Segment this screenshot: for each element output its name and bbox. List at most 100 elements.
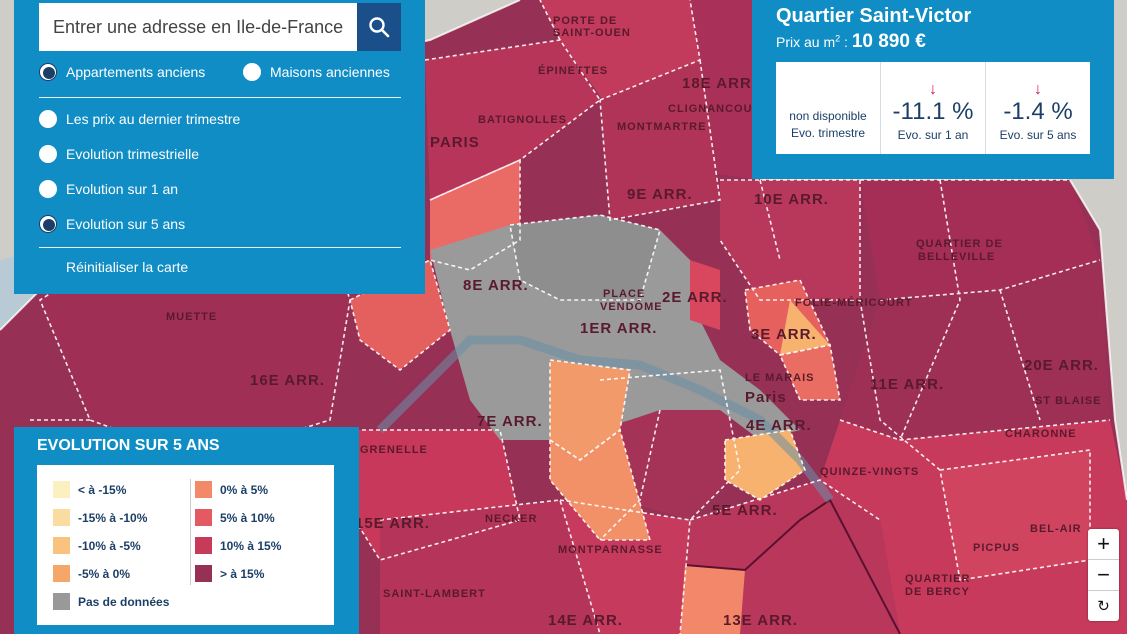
map-label: SAINT-OUEN bbox=[553, 27, 631, 39]
map-label: FOLIE-MÉRICOURT bbox=[795, 296, 913, 309]
radio-evo-trimestrielle[interactable]: Evolution trimestrielle bbox=[39, 145, 199, 163]
map-label: Paris bbox=[745, 389, 787, 406]
radio-evo-5-ans[interactable]: Evolution sur 5 ans bbox=[39, 215, 185, 233]
map-label: BEL-AIR bbox=[1030, 523, 1082, 535]
map-label: CLIGNANCOURT bbox=[668, 103, 769, 115]
district[interactable] bbox=[840, 260, 1110, 440]
search-button[interactable] bbox=[357, 3, 401, 51]
legend-label: -5% à 0% bbox=[78, 566, 131, 581]
map-label: ÉPINETTES bbox=[538, 64, 608, 77]
district[interactable] bbox=[860, 180, 1100, 300]
search-bar bbox=[39, 3, 401, 51]
stat-label: Evo. trimestre bbox=[790, 126, 865, 140]
district[interactable] bbox=[540, 0, 700, 110]
control-panel: Appartements anciens Maisons anciennes L… bbox=[14, 0, 425, 294]
radio-appartements[interactable]: Appartements anciens bbox=[39, 63, 205, 81]
reset-map-link[interactable]: Réinitialiser la carte bbox=[66, 259, 189, 275]
legend-label: 10% à 15% bbox=[220, 538, 282, 553]
map-label: CHARONNE bbox=[1005, 428, 1077, 440]
legend-swatch bbox=[53, 509, 70, 526]
map-label: MONTPARNASSE bbox=[558, 544, 663, 556]
map-label: MUETTE bbox=[166, 311, 217, 323]
zoom-in-button[interactable]: + bbox=[1088, 529, 1119, 560]
legend-item: Pas de données bbox=[53, 593, 169, 610]
map-label: QUINZE-VINGTS bbox=[820, 466, 919, 478]
radio-evo-1-an[interactable]: Evolution sur 1 an bbox=[39, 180, 178, 198]
district[interactable] bbox=[940, 450, 1090, 580]
district[interactable] bbox=[550, 360, 630, 460]
stat-label: Evo. sur 5 ans bbox=[999, 128, 1077, 142]
address-search-input[interactable] bbox=[39, 3, 357, 51]
map-label: QUARTIER bbox=[905, 573, 970, 585]
legend-swatch bbox=[53, 565, 70, 582]
arrow-down-icon: ↓ bbox=[929, 81, 937, 98]
radio-label: Evolution trimestrielle bbox=[66, 146, 200, 162]
legend-swatch bbox=[195, 509, 212, 526]
legend-swatch bbox=[53, 481, 70, 498]
district[interactable] bbox=[510, 215, 660, 300]
separator bbox=[39, 97, 401, 98]
district[interactable] bbox=[600, 60, 720, 220]
map-label: 13E ARR. bbox=[723, 612, 798, 629]
map-label: NECKER bbox=[485, 513, 537, 525]
price-value: 10 890 € bbox=[851, 31, 926, 52]
map-label: GRENELLE bbox=[360, 444, 428, 456]
map-label: 16E ARR. bbox=[250, 372, 325, 389]
district[interactable] bbox=[720, 180, 860, 300]
radio-label: Evolution sur 1 an bbox=[66, 181, 179, 197]
radio-button[interactable] bbox=[243, 63, 261, 81]
radio-prix-trimestre[interactable]: Les prix au dernier trimestre bbox=[39, 110, 240, 128]
map-label: 10E ARR. bbox=[754, 191, 829, 208]
stat-evo-1-an: ↓ -11.1 % Evo. sur 1 an bbox=[881, 62, 986, 154]
district[interactable] bbox=[380, 500, 600, 634]
radio-button[interactable] bbox=[39, 180, 57, 198]
radio-button[interactable] bbox=[39, 63, 57, 81]
map-legend: EVOLUTION SUR 5 ANS < à -15% -15% à -10%… bbox=[14, 427, 359, 634]
legend-label: -15% à -10% bbox=[78, 510, 148, 525]
district[interactable] bbox=[680, 565, 745, 634]
map-label: PORTE DE bbox=[553, 15, 617, 27]
stat-label: Evo. sur 1 an bbox=[897, 128, 969, 142]
legend-label: Pas de données bbox=[78, 594, 170, 609]
legend-swatch bbox=[53, 593, 70, 610]
radio-button[interactable] bbox=[39, 110, 57, 128]
radio-label: Maisons anciennes bbox=[270, 64, 390, 80]
district-price: Prix au m2 : 10 890 € bbox=[776, 31, 926, 53]
district[interactable] bbox=[780, 300, 830, 355]
district[interactable] bbox=[690, 260, 720, 330]
reset-view-button[interactable]: ↻ bbox=[1097, 598, 1110, 615]
radio-label: Les prix au dernier trimestre bbox=[66, 111, 241, 127]
radio-button[interactable] bbox=[39, 145, 57, 163]
map-label: 3E ARR. bbox=[751, 326, 817, 343]
legend-label: 0% à 5% bbox=[220, 482, 269, 497]
zoom-out-button[interactable]: − bbox=[1088, 560, 1119, 591]
map-label: LE MARAIS bbox=[745, 372, 815, 384]
legend-title: EVOLUTION SUR 5 ANS bbox=[37, 437, 220, 454]
stat-evo-trimestre: non disponible Evo. trimestre bbox=[776, 62, 881, 154]
map-label: PARIS bbox=[430, 134, 480, 151]
map-label: 20E ARR. bbox=[1024, 357, 1099, 374]
price-separator: : bbox=[840, 34, 852, 50]
radio-maisons[interactable]: Maisons anciennes bbox=[243, 63, 390, 81]
map-label: 18E ARR. bbox=[682, 75, 757, 92]
legend-item: -10% à -5% bbox=[53, 537, 141, 554]
district[interactable] bbox=[560, 500, 690, 634]
radio-label: Appartements anciens bbox=[66, 64, 206, 80]
legend-swatch bbox=[195, 537, 212, 554]
map-label: 14E ARR. bbox=[548, 612, 623, 629]
legend-label: 5% à 10% bbox=[220, 510, 275, 525]
map-label: QUARTIER DE bbox=[916, 238, 1003, 250]
radio-button[interactable] bbox=[39, 215, 57, 233]
legend-label: -10% à -5% bbox=[78, 538, 141, 553]
map-label: 1ER ARR. bbox=[580, 320, 657, 337]
map-label: ST BLAISE bbox=[1035, 395, 1101, 407]
legend-swatch bbox=[195, 565, 212, 582]
district[interactable] bbox=[780, 345, 840, 400]
stats-box: non disponible Evo. trimestre ↓ -11.1 % … bbox=[776, 62, 1090, 154]
legend-divider bbox=[190, 479, 191, 585]
district[interactable] bbox=[425, 40, 600, 200]
district-info-panel: Quartier Saint-Victor Prix au m2 : 10 89… bbox=[752, 0, 1114, 179]
map-label: 7E ARR. bbox=[477, 413, 543, 430]
radio-label: Evolution sur 5 ans bbox=[66, 216, 186, 232]
map-label: VENDÔME bbox=[600, 300, 663, 313]
